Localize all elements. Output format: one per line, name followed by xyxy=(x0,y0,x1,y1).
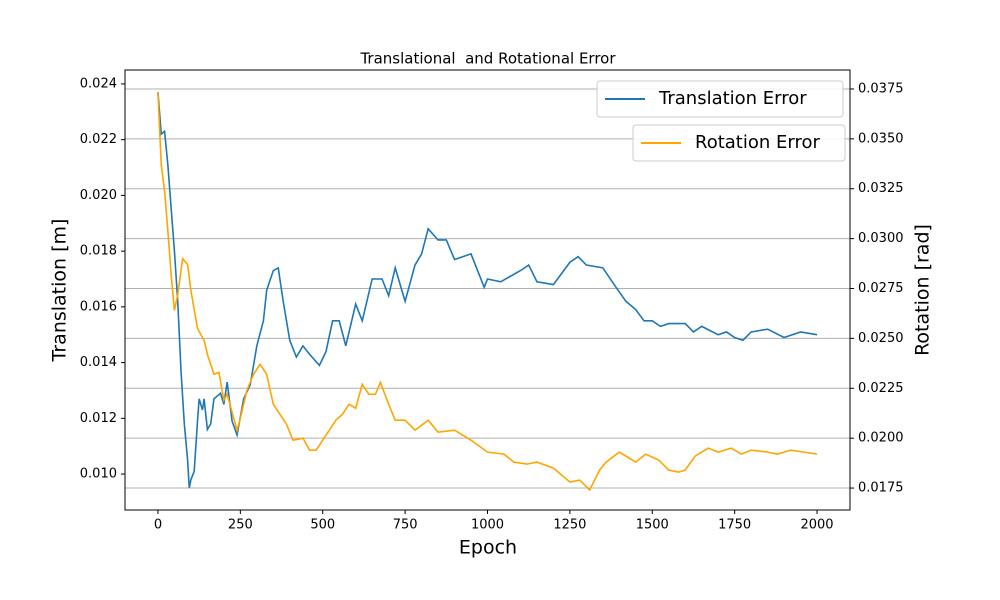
y-axis-label: Translation [m] xyxy=(49,219,71,363)
y2-tick-label: 0.0225 xyxy=(858,381,904,396)
legend-box xyxy=(596,80,844,118)
y2-tick-label: 0.0375 xyxy=(858,81,904,96)
legend-label: Rotation Error xyxy=(695,132,820,153)
y-tick-label: 0.012 xyxy=(80,411,117,426)
y2-axis-label: Rotation [rad] xyxy=(912,224,934,356)
y-tick-label: 0.014 xyxy=(80,355,117,370)
y2-tick-label: 0.0350 xyxy=(858,131,904,146)
legend-box xyxy=(632,124,846,162)
y-tick-label: 0.024 xyxy=(80,76,117,91)
series-line xyxy=(157,92,818,492)
series-line xyxy=(157,92,818,489)
y-tick-label: 0.018 xyxy=(80,244,117,259)
y-tick-label: 0.022 xyxy=(80,132,117,147)
y2-tick-label: 0.0250 xyxy=(858,331,904,346)
x-tick-label: 250 xyxy=(228,518,253,533)
x-tick-label: 1750 xyxy=(718,518,751,533)
y-tick-label: 0.010 xyxy=(80,467,117,482)
x-axis-label: Epoch xyxy=(459,537,517,559)
x-tick-label: 0 xyxy=(154,518,162,533)
y2-tick-label: 0.0325 xyxy=(858,181,904,196)
x-tick-label: 2000 xyxy=(800,518,833,533)
chart-title: Translational and Rotational Error xyxy=(359,50,616,68)
y2-tick-label: 0.0200 xyxy=(858,431,904,446)
y2-tick-label: 0.0175 xyxy=(858,481,904,496)
x-tick-label: 750 xyxy=(393,518,418,533)
legend-label: Translation Error xyxy=(658,88,807,109)
x-tick-label: 1250 xyxy=(553,518,586,533)
x-tick-label: 500 xyxy=(310,518,335,533)
plot-frame xyxy=(124,69,851,511)
x-tick-label: 1500 xyxy=(636,518,669,533)
y-tick-label: 0.016 xyxy=(80,299,117,314)
y2-tick-label: 0.0300 xyxy=(858,231,904,246)
x-tick-label: 1000 xyxy=(471,518,504,533)
y2-tick-label: 0.0275 xyxy=(858,281,904,296)
y-tick-label: 0.020 xyxy=(80,188,117,203)
